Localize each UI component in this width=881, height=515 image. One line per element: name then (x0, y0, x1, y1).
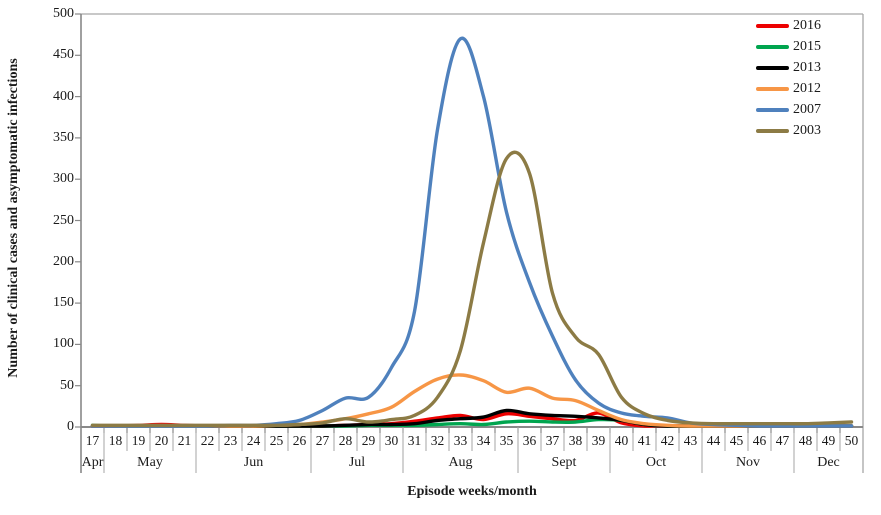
y-tick-label: 150 (53, 295, 74, 311)
week-label: 34 (476, 433, 491, 448)
y-tick-label: 0 (67, 419, 74, 434)
y-tick-label: 500 (53, 6, 74, 21)
week-label: 48 (798, 433, 813, 448)
week-label: 26 (292, 433, 307, 448)
month-label: Jun (243, 455, 264, 470)
week-label: 29 (361, 433, 376, 448)
week-label: 44 (706, 433, 721, 448)
week-label: 24 (246, 433, 261, 448)
legend-line-icon (756, 128, 789, 133)
month-label: Apr (81, 455, 104, 470)
legend-label: 2013 (793, 60, 821, 75)
week-label: 22 (200, 433, 215, 448)
week-label: 50 (844, 433, 859, 448)
y-axis-title: Number of clinical cases and asymptomati… (6, 58, 21, 378)
month-label: Oct (645, 455, 667, 470)
week-label: 23 (223, 433, 238, 448)
legend-entry-2003: 2003 (756, 120, 856, 141)
week-label: 35 (499, 433, 514, 448)
y-tick-label: 50 (60, 377, 74, 393)
month-label: Aug (448, 455, 473, 470)
week-label: 37 (545, 433, 560, 448)
week-label: 28 (338, 433, 353, 448)
x-axis-title: Episode weeks/month (407, 484, 537, 499)
y-tick-label: 250 (53, 212, 74, 228)
legend-label: 2007 (793, 102, 821, 117)
y-tick-label: 100 (53, 336, 74, 352)
legend-line-icon (756, 107, 789, 112)
week-label: 31 (407, 433, 422, 448)
week-label: 17 (85, 433, 100, 448)
week-label: 33 (453, 433, 468, 448)
week-label: 25 (269, 433, 284, 448)
week-label: 38 (568, 433, 583, 448)
month-label: Sept (551, 455, 577, 470)
y-tick-label: 200 (53, 253, 74, 269)
week-label: 32 (430, 433, 445, 448)
y-tick-label: 350 (53, 129, 74, 145)
legend-entry-2016: 2016 (756, 15, 856, 36)
week-label: 46 (752, 433, 767, 448)
legend-entry-2013: 2013 (756, 57, 856, 78)
legend-entry-2007: 2007 (756, 99, 856, 120)
y-tick-label: 450 (53, 47, 74, 63)
week-label: 27 (315, 433, 330, 448)
week-label: 30 (384, 433, 399, 448)
week-label: 49 (821, 433, 836, 448)
week-label: 45 (729, 433, 744, 448)
week-label: 43 (683, 433, 698, 448)
week-label: 47 (775, 433, 790, 448)
week-label: 42 (660, 433, 675, 448)
month-label: Nov (735, 455, 761, 470)
week-label: 20 (154, 433, 169, 448)
week-label: 36 (522, 433, 537, 448)
month-label: Dec (817, 455, 840, 470)
series-line-2003 (90, 150, 854, 428)
legend-line-icon (756, 44, 789, 49)
legend-label: 2012 (793, 81, 821, 96)
week-label: 39 (591, 433, 606, 448)
week-label: 19 (131, 433, 146, 448)
legend-line-icon (756, 65, 789, 70)
week-label: 21 (177, 433, 192, 448)
series-line-2007 (90, 36, 854, 428)
legend-label: 2015 (793, 39, 821, 54)
week-label: 40 (614, 433, 629, 448)
legend-entry-2015: 2015 (756, 36, 856, 57)
y-tick-label: 300 (53, 171, 74, 187)
y-tick-label: 400 (53, 88, 74, 104)
week-label: 41 (637, 433, 652, 448)
month-label: Jul (348, 455, 366, 470)
legend-entry-2012: 2012 (756, 78, 856, 99)
week-label: 18 (108, 433, 123, 448)
legend-label: 2016 (793, 18, 821, 33)
legend-line-icon (756, 23, 789, 28)
legend-line-icon (756, 86, 789, 91)
legend-label: 2003 (793, 123, 821, 138)
month-label: May (137, 455, 163, 470)
